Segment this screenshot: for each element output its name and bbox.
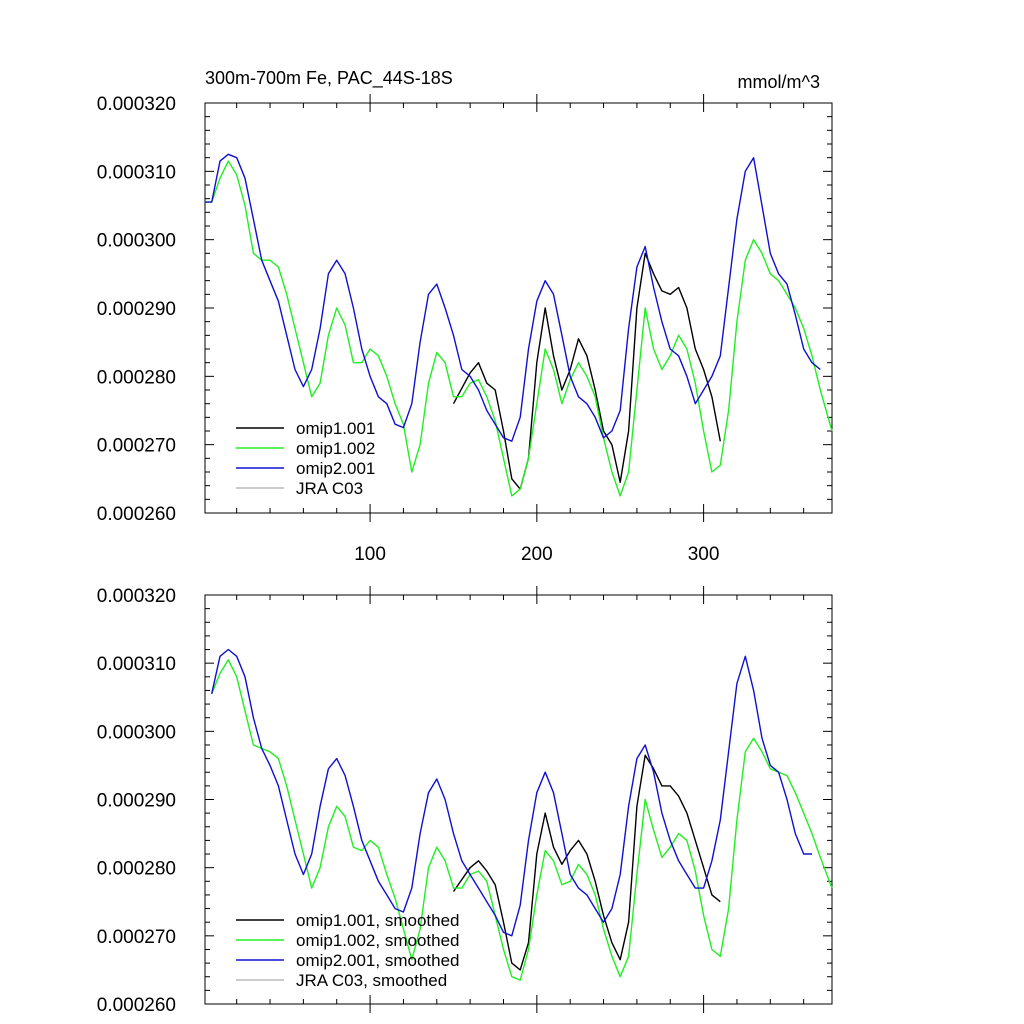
chart-title: 300m-700m Fe, PAC_44S-18S: [205, 68, 453, 89]
y-tick-label: 0.000270: [97, 927, 176, 948]
series-line-0: [452, 252, 721, 490]
legend-label: omip1.002, smoothed: [296, 931, 460, 950]
series-line-1: [205, 160, 833, 497]
y-tick-label: 0.000310: [97, 654, 176, 675]
legend-label: omip2.001, smoothed: [296, 951, 460, 970]
x-tick-label: 100: [354, 544, 386, 565]
y-tick-label: 0.000300: [97, 722, 176, 743]
series-line-2: [211, 648, 812, 937]
y-tick-label: 0.000260: [97, 995, 176, 1016]
legend-label: omip1.002: [296, 439, 375, 458]
series-line-1: [211, 659, 833, 981]
legend-label: omip1.001, smoothed: [296, 911, 460, 930]
legend-label: JRA C03, smoothed: [296, 971, 447, 990]
x-tick-label: 300: [688, 544, 720, 565]
y-tick-label: 0.000300: [97, 231, 176, 252]
x-tick-label: 200: [521, 544, 553, 565]
series-line-2: [205, 153, 821, 442]
y-tick-label: 0.000290: [97, 299, 176, 320]
series-line-0: [452, 754, 721, 971]
legend-label: JRA C03: [296, 479, 363, 498]
y-tick-label: 0.000270: [97, 436, 176, 457]
y-tick-label: 0.000320: [97, 94, 176, 115]
bottom-panel: 0.000260 0.000270 0.000280 0.000290 0.000300…: [97, 586, 833, 1016]
y-tick-label: 0.000260: [97, 504, 176, 525]
units-label: mmol/m^3: [738, 72, 820, 92]
legend-label: omip2.001: [296, 459, 375, 478]
y-tick-label: 0.000310: [97, 162, 176, 183]
y-tick-label: 0.000290: [97, 791, 176, 812]
top-panel: 300m-700m Fe, PAC_44S-18S mmol/m^3 0.000…: [97, 68, 833, 565]
y-tick-label: 0.000280: [97, 859, 176, 880]
y-tick-label: 0.000280: [97, 367, 176, 388]
legend-label: omip1.001: [296, 419, 375, 438]
y-tick-label: 0.000320: [97, 586, 176, 607]
